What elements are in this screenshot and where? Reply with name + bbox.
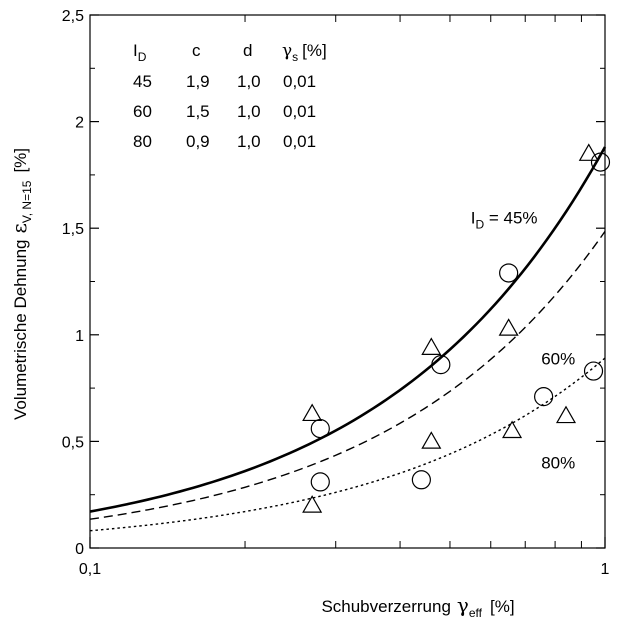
data-point-circle <box>583 361 604 381</box>
data-point-triangle <box>555 405 577 424</box>
table-row-1-gamma: 0,01 <box>283 72 316 91</box>
table-header-id: ID <box>133 41 147 64</box>
table-row-2-id: 60 <box>133 102 152 121</box>
plot-frame <box>89 14 606 549</box>
fit-curve-dotted <box>89 357 606 532</box>
y-tick-label: 2 <box>75 115 84 132</box>
y-tick-label: 1,5 <box>62 221 84 238</box>
table-row-1-id: 45 <box>133 72 152 91</box>
data-point-triangle <box>502 420 523 439</box>
y-tick-label: 0,5 <box>62 434 84 451</box>
table-header-c: c <box>192 41 201 60</box>
table-row-2-c: 1,5 <box>186 102 210 121</box>
table-header-gamma: γs [%] <box>282 41 327 64</box>
table-row-3-c: 0,9 <box>186 132 210 151</box>
curve-annotation: ID = 45% <box>471 209 538 232</box>
x-axis-label: Schubverzerrung γeff [%] <box>321 593 514 620</box>
points-layer <box>302 143 611 513</box>
data-point-triangle <box>302 495 323 513</box>
data-point-circle <box>411 470 431 490</box>
table-row-3-d: 1,0 <box>237 132 261 151</box>
data-point-circle <box>310 472 330 492</box>
x-tick-label: 0,1 <box>79 561 101 578</box>
table-row-1-c: 1,9 <box>186 72 210 91</box>
table-header-d: d <box>243 41 252 60</box>
table-row-3-gamma: 0,01 <box>283 132 316 151</box>
curves-layer <box>89 146 607 532</box>
data-point-circle <box>310 419 330 439</box>
fit-curve-dashed <box>89 230 606 520</box>
data-point-circle <box>499 263 519 283</box>
curve-annotation: 80% <box>541 454 575 473</box>
data-point-triangle <box>421 431 442 449</box>
axes-layer: 0 0,5 1 1,5 2 2,5 0,1 1 <box>62 8 610 578</box>
curve-annotation: 60% <box>541 349 575 368</box>
data-point-circle <box>431 355 451 375</box>
table-row-3-id: 80 <box>133 132 152 151</box>
table-row-1-d: 1,0 <box>237 72 261 91</box>
y-axis-label: Volumetrische DehnungεV, N=15[%] <box>7 148 34 420</box>
data-point-triangle <box>302 403 323 422</box>
y-tick-label: 0 <box>75 541 84 558</box>
data-point-circle <box>590 152 611 172</box>
table-row-2-gamma: 0,01 <box>283 102 316 121</box>
data-point-triangle <box>498 318 519 336</box>
data-point-triangle <box>578 143 599 161</box>
y-tick-label: 2,5 <box>62 8 84 25</box>
x-tick-label: 1 <box>601 561 610 578</box>
fit-curve-solid <box>89 146 607 513</box>
data-point-circle <box>534 387 554 407</box>
data-point-triangle <box>421 337 442 355</box>
table-row-2-d: 1,0 <box>237 102 261 121</box>
labels-layer: ID = 45% 60% 80% <box>471 209 576 473</box>
y-tick-label: 1 <box>75 328 84 345</box>
parameter-table: ID c d γs [%] 45 1,9 1,0 0,01 60 1,5 1,0 … <box>133 41 327 151</box>
